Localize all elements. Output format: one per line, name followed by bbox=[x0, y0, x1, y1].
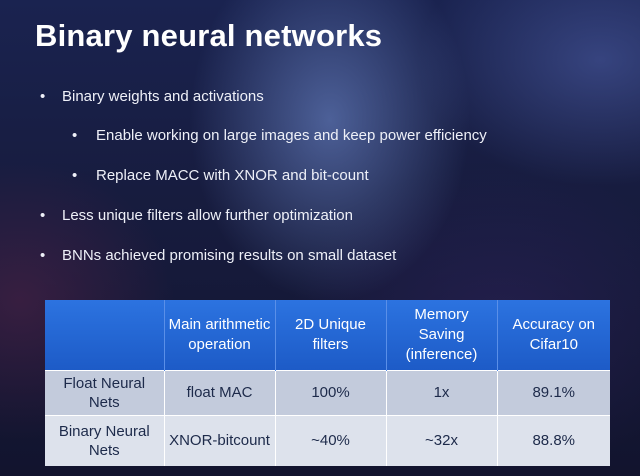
header-cell-unique-filters: 2D Unique filters bbox=[275, 300, 387, 370]
bullet-text: Enable working on large images and keep … bbox=[96, 127, 487, 144]
bullet-dot: • bbox=[40, 247, 46, 264]
bullet-replace-macc: • Replace MACC with XNOR and bit-count bbox=[72, 167, 369, 184]
slide-title: Binary neural networks bbox=[35, 18, 383, 53]
header-cell-empty bbox=[45, 300, 165, 370]
bullet-text: Replace MACC with XNOR and bit-count bbox=[96, 167, 369, 184]
bullet-large-images: • Enable working on large images and kee… bbox=[72, 127, 487, 144]
bullet-binary-weights: • Binary weights and activations bbox=[40, 88, 264, 105]
table-cell: 100% bbox=[275, 369, 387, 415]
table-cell: 89.1% bbox=[497, 369, 610, 415]
table-row: Binary Neural Nets XNOR-bitcount ~40% ~3… bbox=[45, 414, 610, 466]
table-header-row: Main arithmetic operation 2D Unique filt… bbox=[45, 300, 610, 370]
table-cell: ~40% bbox=[275, 414, 387, 466]
bullet-dot: • bbox=[72, 127, 78, 144]
row-label: Float Neural Nets bbox=[45, 369, 165, 415]
comparison-table-container: Main arithmetic operation 2D Unique filt… bbox=[45, 300, 610, 466]
bullet-dot: • bbox=[72, 167, 78, 184]
table-cell: XNOR-bitcount bbox=[164, 414, 276, 466]
header-cell-memory-saving: Memory Saving (inference) bbox=[386, 300, 498, 370]
header-cell-accuracy: Accuracy on Cifar10 bbox=[497, 300, 610, 370]
table-cell: 1x bbox=[386, 369, 498, 415]
bullet-text: Less unique filters allow further optimi… bbox=[62, 207, 353, 224]
comparison-table: Main arithmetic operation 2D Unique filt… bbox=[45, 300, 610, 466]
table-cell: ~32x bbox=[386, 414, 498, 466]
bullet-bnn-results: • BNNs achieved promising results on sma… bbox=[40, 247, 397, 264]
bullet-text: BNNs achieved promising results on small… bbox=[62, 247, 397, 264]
table-cell: float MAC bbox=[164, 369, 276, 415]
table-cell: 88.8% bbox=[497, 414, 610, 466]
row-label: Binary Neural Nets bbox=[45, 414, 165, 466]
table-row: Float Neural Nets float MAC 100% 1x 89.1… bbox=[45, 369, 610, 415]
bullet-unique-filters: • Less unique filters allow further opti… bbox=[40, 207, 353, 224]
bullet-dot: • bbox=[40, 88, 46, 105]
header-cell-operation: Main arithmetic operation bbox=[164, 300, 276, 370]
bullet-dot: • bbox=[40, 207, 46, 224]
bullet-text: Binary weights and activations bbox=[62, 88, 264, 105]
